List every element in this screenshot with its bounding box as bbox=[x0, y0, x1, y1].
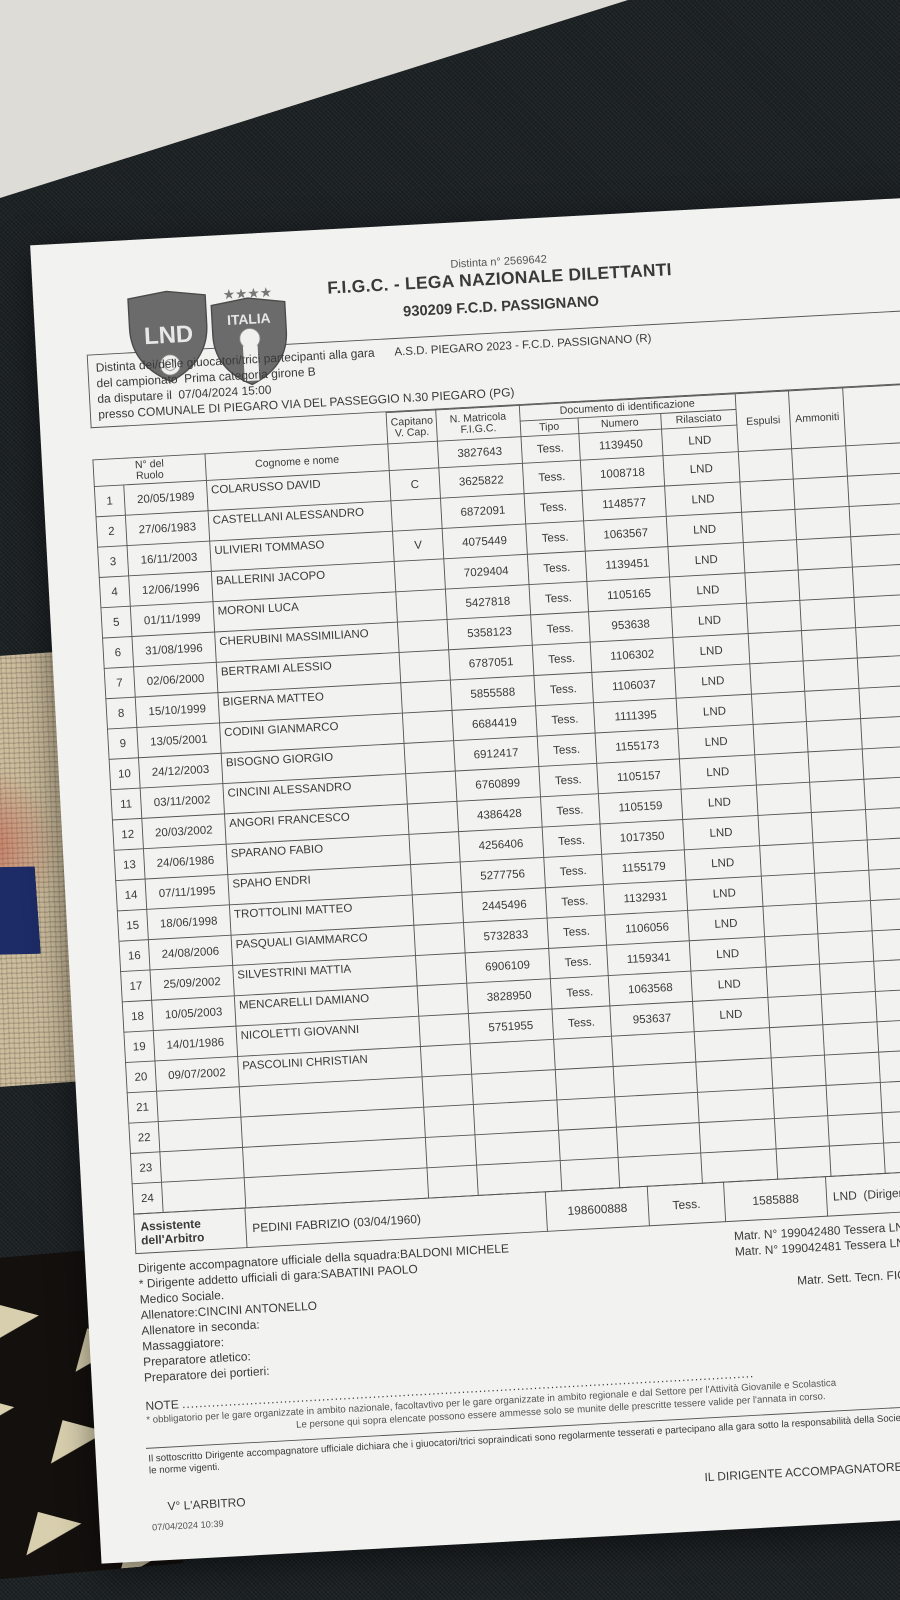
svg-text:ITALIA: ITALIA bbox=[227, 311, 271, 328]
svg-text:LND: LND bbox=[143, 321, 194, 351]
